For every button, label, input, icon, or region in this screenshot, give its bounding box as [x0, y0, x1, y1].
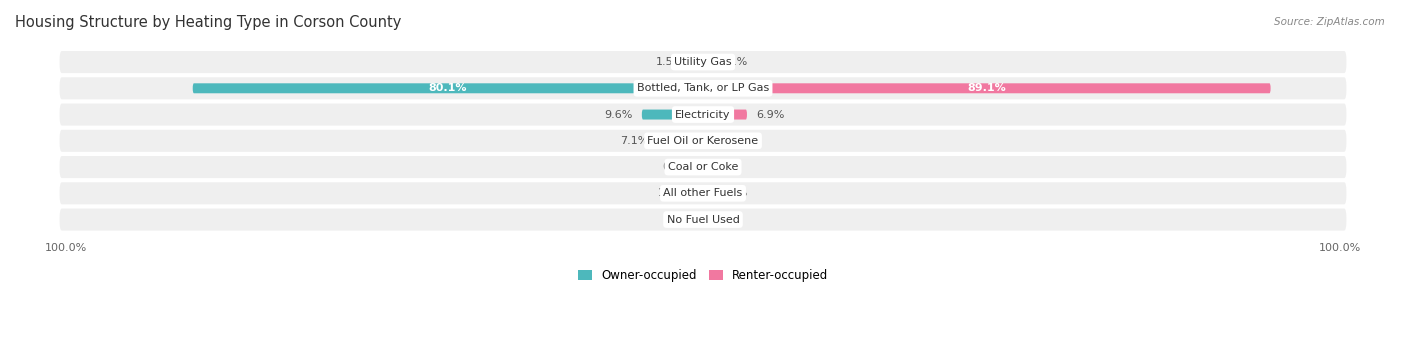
Text: 80.1%: 80.1%: [429, 83, 467, 93]
Text: Source: ZipAtlas.com: Source: ZipAtlas.com: [1274, 17, 1385, 27]
Text: Electricity: Electricity: [675, 109, 731, 120]
Text: 7.1%: 7.1%: [620, 136, 648, 146]
FancyBboxPatch shape: [59, 182, 1347, 204]
Text: 1.2%: 1.2%: [658, 188, 686, 198]
Text: 89.1%: 89.1%: [967, 83, 1007, 93]
FancyBboxPatch shape: [59, 77, 1347, 99]
Legend: Owner-occupied, Renter-occupied: Owner-occupied, Renter-occupied: [572, 264, 834, 286]
FancyBboxPatch shape: [703, 109, 747, 120]
FancyBboxPatch shape: [643, 109, 703, 120]
FancyBboxPatch shape: [703, 188, 710, 198]
Text: 1.5%: 1.5%: [655, 57, 683, 67]
FancyBboxPatch shape: [59, 156, 1347, 178]
Text: Housing Structure by Heating Type in Corson County: Housing Structure by Heating Type in Cor…: [15, 15, 401, 30]
FancyBboxPatch shape: [700, 162, 703, 172]
Text: 1.1%: 1.1%: [720, 188, 748, 198]
FancyBboxPatch shape: [193, 83, 703, 93]
FancyBboxPatch shape: [703, 136, 716, 146]
Text: 0.0%: 0.0%: [713, 214, 741, 224]
Text: Coal or Coke: Coal or Coke: [668, 162, 738, 172]
FancyBboxPatch shape: [59, 104, 1347, 125]
Text: No Fuel Used: No Fuel Used: [666, 214, 740, 224]
FancyBboxPatch shape: [703, 83, 1271, 93]
Text: Fuel Oil or Kerosene: Fuel Oil or Kerosene: [647, 136, 759, 146]
FancyBboxPatch shape: [59, 209, 1347, 231]
FancyBboxPatch shape: [59, 51, 1347, 73]
FancyBboxPatch shape: [703, 57, 710, 67]
Text: 6.9%: 6.9%: [756, 109, 785, 120]
Text: Utility Gas: Utility Gas: [675, 57, 731, 67]
Text: 1.1%: 1.1%: [720, 57, 748, 67]
FancyBboxPatch shape: [59, 130, 1347, 152]
Text: 0.0%: 0.0%: [665, 214, 693, 224]
Text: 9.6%: 9.6%: [605, 109, 633, 120]
Text: 1.9%: 1.9%: [724, 136, 754, 146]
FancyBboxPatch shape: [696, 188, 703, 198]
FancyBboxPatch shape: [658, 136, 703, 146]
Text: 0.0%: 0.0%: [713, 162, 741, 172]
Text: 0.5%: 0.5%: [662, 162, 690, 172]
Text: Bottled, Tank, or LP Gas: Bottled, Tank, or LP Gas: [637, 83, 769, 93]
Text: All other Fuels: All other Fuels: [664, 188, 742, 198]
FancyBboxPatch shape: [693, 57, 703, 67]
